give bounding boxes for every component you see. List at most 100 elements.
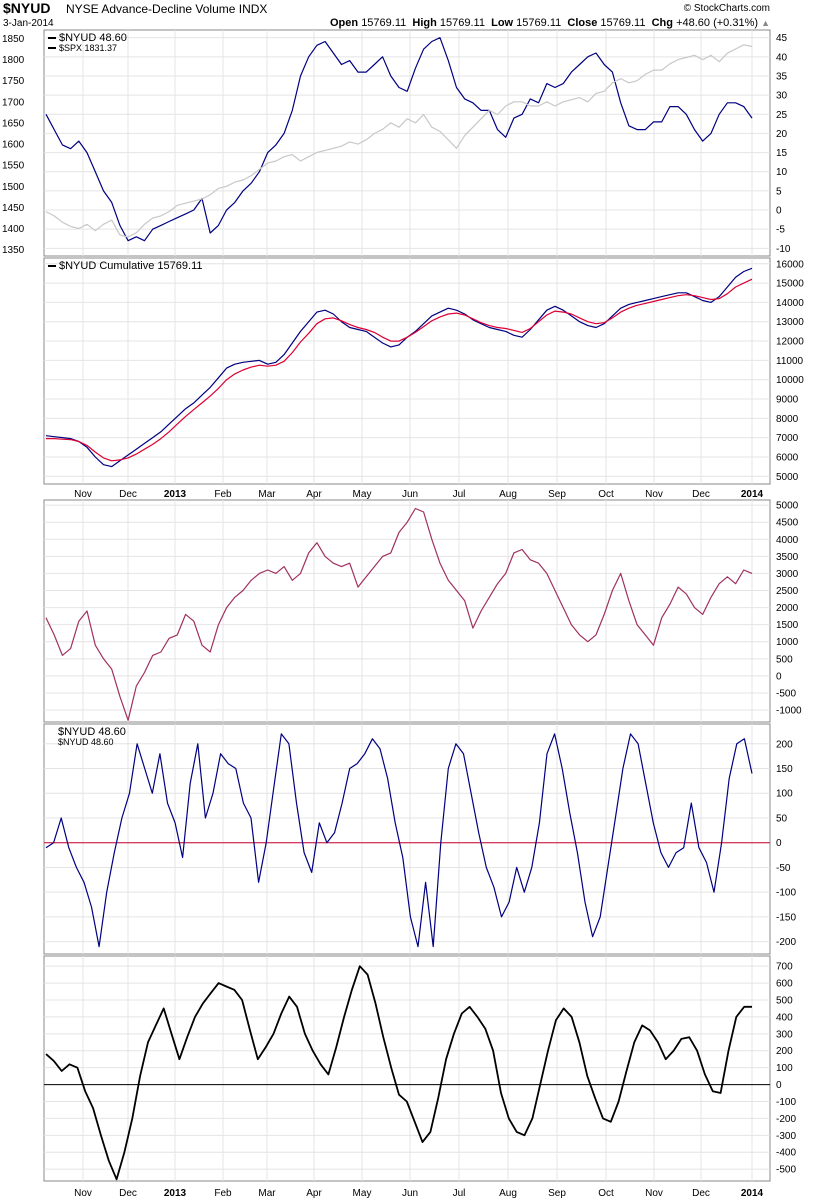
x-tick-label: Apr — [306, 1188, 322, 1199]
left-tick-label: 1600 — [2, 140, 25, 151]
right-tick-label: 200 — [776, 1046, 793, 1057]
series-line-ma — [46, 278, 753, 462]
symbol-title: $NYUD — [3, 0, 51, 16]
right-tick-label: 500 — [776, 995, 793, 1006]
x-tick-label: Dec — [119, 1188, 137, 1199]
x-tick-label: Dec — [692, 1188, 710, 1199]
right-tick-label: 40 — [776, 52, 788, 63]
close-value: 15769.11 — [600, 17, 646, 29]
panel-frame — [43, 955, 771, 1182]
right-tick-label: 45 — [776, 33, 788, 44]
x-tick-label: Oct — [598, 489, 614, 500]
right-tick-label: 1000 — [776, 637, 799, 648]
panel-frame — [43, 499, 771, 723]
right-tick-label: -200 — [776, 1114, 796, 1125]
right-tick-label: 10 — [776, 167, 788, 178]
right-tick-label: 0 — [776, 671, 782, 682]
series-line-nyud — [45, 267, 753, 468]
right-tick-label: 10000 — [776, 375, 804, 386]
legend-entry: $NYUD 48.60 — [58, 726, 126, 738]
right-tick-label: 16000 — [776, 259, 804, 270]
high-label: High — [412, 17, 437, 29]
left-tick-label: 1750 — [2, 76, 25, 87]
right-tick-label: -100 — [776, 888, 796, 899]
right-tick-label: 12000 — [776, 337, 804, 348]
open-value: 15769.11 — [361, 17, 407, 29]
legend-entry: $NYUD 48.60 — [59, 32, 127, 44]
x-tick-label: Jun — [402, 489, 418, 500]
open-label: Open — [330, 17, 359, 29]
right-tick-label: 20 — [776, 129, 788, 140]
x-tick-label: May — [353, 1188, 372, 1199]
panel-2: 5000 6000 7000 8000 9000 10000 11000 12000 13000… — [43, 257, 804, 485]
right-tick-label: 9000 — [776, 395, 799, 406]
right-tick-label: 700 — [776, 962, 793, 973]
low-label: Low — [491, 17, 514, 29]
right-tick-label: 4000 — [776, 535, 799, 546]
right-tick-label: 300 — [776, 1029, 793, 1040]
right-tick-label: -500 — [776, 688, 796, 699]
right-tick-label: -100 — [776, 1097, 796, 1108]
x-tick-label: 2013 — [164, 1188, 187, 1199]
panel-5: -500 -400 -300 -200 -100 0 100 200 300 400 500 600 7… — [43, 955, 796, 1182]
left-tick-label: 1800 — [2, 55, 25, 66]
right-tick-label: 3000 — [776, 569, 799, 580]
x-tick-label: Sep — [548, 489, 566, 500]
panel-frame — [43, 29, 771, 257]
right-tick-label: -150 — [776, 912, 796, 923]
left-tick-label: 1850 — [2, 34, 25, 45]
chg-label: Chg — [651, 17, 673, 29]
right-tick-label: 500 — [776, 654, 793, 665]
right-tick-label: 2000 — [776, 603, 799, 614]
x-tick-label: Mar — [258, 489, 276, 500]
legend-entry: $NYUD 48.60 — [58, 737, 114, 747]
right-tick-label: 5000 — [776, 501, 799, 512]
x-tick-label: Jul — [453, 489, 466, 500]
right-tick-label: 150 — [776, 764, 793, 775]
x-tick-label: 2014 — [741, 489, 764, 500]
right-tick-label: 50 — [776, 813, 788, 824]
right-tick-label: 6000 — [776, 452, 799, 463]
right-tick-label: 0 — [776, 838, 782, 849]
brand-text[interactable]: © StockCharts.com — [683, 3, 770, 14]
right-tick-label: -50 — [776, 863, 791, 874]
x-tick-label: Nov — [645, 489, 663, 500]
left-tick-label: 1550 — [2, 161, 25, 172]
left-tick-label: 1400 — [2, 224, 25, 235]
x-tick-label: Feb — [214, 489, 232, 500]
right-tick-label: 100 — [776, 789, 793, 800]
right-tick-label: 1500 — [776, 620, 799, 631]
right-tick-label: -400 — [776, 1148, 796, 1159]
left-tick-label: 1500 — [2, 182, 25, 193]
right-tick-label: 15000 — [776, 279, 804, 290]
right-tick-label: 8000 — [776, 414, 799, 425]
right-tick-label: 400 — [776, 1012, 793, 1023]
panel-frame — [43, 257, 771, 485]
legend-entry: $NYUD Cumulative 15769.11 — [59, 260, 202, 272]
x-tick-label: Nov — [74, 489, 92, 500]
right-tick-label: -500 — [776, 1165, 796, 1176]
close-label: Close — [567, 17, 598, 29]
right-tick-label: 11000 — [776, 356, 804, 367]
right-tick-label: 7000 — [776, 433, 799, 444]
right-tick-label: 3500 — [776, 552, 799, 563]
right-tick-label: 35 — [776, 71, 788, 82]
right-tick-label: 30 — [776, 91, 788, 102]
chart-header: $NYUD NYSE Advance-Decline Volume INDX 3… — [0, 0, 820, 30]
series-line-nyud — [45, 37, 753, 242]
x-tick-label: Nov — [74, 1188, 92, 1199]
x-tick-label: Nov — [645, 1188, 663, 1199]
expand-arrow-icon[interactable]: ▲ — [761, 18, 770, 28]
x-tick-label: Feb — [214, 1188, 232, 1199]
right-tick-label: 100 — [776, 1063, 793, 1074]
x-tick-label: Apr — [306, 489, 322, 500]
right-tick-label: 14000 — [776, 298, 804, 309]
panel-3: -1000 -500 0 500 1000 1500 2000 2500 3000 3500 400… — [43, 499, 802, 723]
right-tick-label: 2500 — [776, 586, 799, 597]
series-line-nyud — [45, 733, 753, 948]
left-tick-label: 1350 — [2, 245, 25, 256]
x-tick-label: Mar — [258, 1188, 276, 1199]
right-tick-label: 200 — [776, 739, 793, 750]
x-tick-label: May — [353, 489, 372, 500]
